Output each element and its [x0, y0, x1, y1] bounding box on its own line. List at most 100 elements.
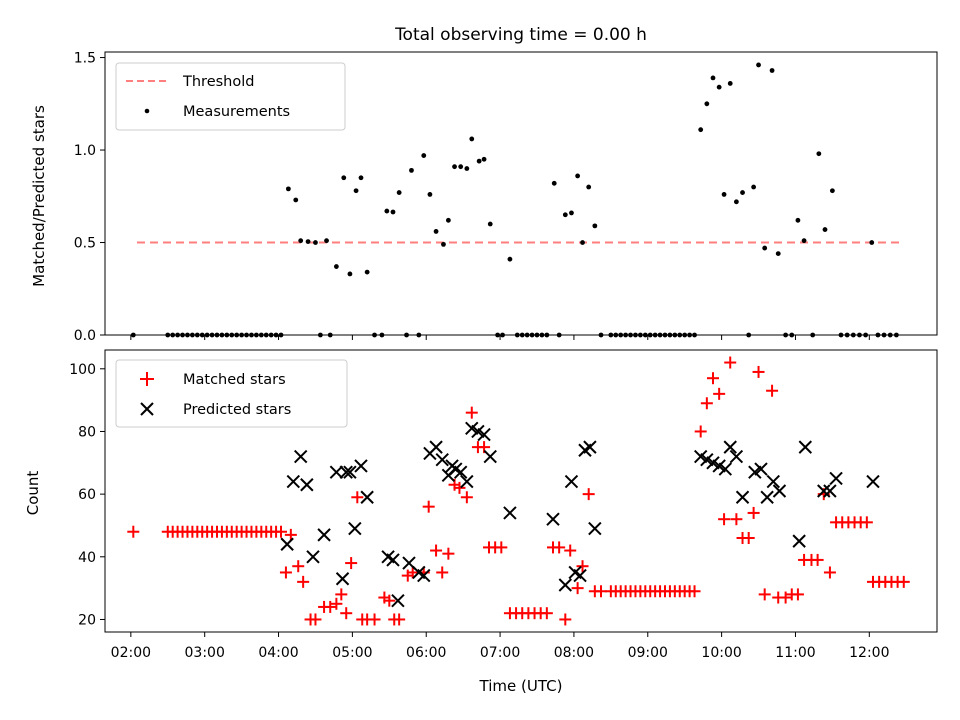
measurement-point: [409, 167, 414, 173]
matched-star-marker: [823, 566, 836, 579]
ratio-plot-area: 0.0 0.5 1.0 1.5: [74, 51, 938, 344]
matched-star-marker: [730, 513, 743, 526]
predicted-legend-label: Predicted stars: [183, 402, 291, 418]
matched-star-marker: [571, 582, 584, 595]
matched-star-marker: [351, 491, 364, 504]
count-x-tick-label: 08:00: [554, 645, 594, 661]
measurement-point: [751, 184, 757, 190]
matched-star-marker: [335, 588, 348, 601]
measurement-point: [353, 188, 359, 194]
measurement-point: [580, 240, 585, 245]
measurement-point: [333, 264, 339, 269]
predicted-star-marker: [335, 572, 350, 586]
measurement-point: [762, 245, 768, 251]
measurement-point: [586, 184, 592, 190]
predicted-star-marker: [760, 490, 774, 504]
predicted-star-marker: [866, 474, 880, 489]
matched-star-marker: [345, 557, 358, 570]
count-y-tick-label: 20: [78, 612, 96, 628]
measurement-point: [816, 151, 822, 157]
predicted-star-marker: [558, 578, 573, 592]
count-x-tick-label: 05:00: [332, 645, 372, 661]
count-y-axis-label: Count: [24, 471, 42, 516]
measurement-point: [469, 136, 475, 142]
predicted-star-marker: [339, 465, 353, 479]
measurement-point: [740, 190, 745, 195]
predicted-star-marker: [817, 484, 831, 498]
measurement-point: [298, 238, 304, 244]
predicted-star-marker: [286, 474, 301, 489]
measurement-point: [716, 84, 722, 90]
predicted-star-marker: [823, 484, 837, 498]
measurement-point: [733, 199, 739, 205]
predicted-star-marker: [453, 465, 468, 479]
ratio-panel: Total observing time = 0.00 h 0.0 0.5 1.0 1…: [30, 25, 938, 344]
count-x-tick-label: 03:00: [185, 645, 225, 661]
measurement-point: [427, 192, 433, 197]
predicted-star-marker: [723, 440, 737, 454]
measurement-point: [341, 175, 347, 181]
count-x-tick-label: 02:00: [111, 645, 151, 661]
matched-star-marker: [860, 516, 873, 529]
matched-star-marker: [340, 607, 353, 620]
matched-star-marker: [564, 544, 577, 557]
matched-star-marker: [766, 384, 779, 397]
measurements-legend-label: Measurements: [183, 104, 290, 120]
matched-legend-label: Matched stars: [183, 372, 286, 388]
predicted-star-marker: [306, 550, 320, 564]
matched-star-marker: [383, 594, 396, 607]
ratio-legend: Threshold Measurements: [115, 62, 346, 131]
matched-star-marker: [297, 575, 310, 588]
measurement-point: [710, 75, 716, 81]
matched-star-marker: [559, 613, 572, 626]
ratio-y-axis-label: Matched/Predicted stars: [30, 105, 48, 287]
matched-star-marker: [430, 544, 443, 557]
matched-star-marker: [700, 397, 713, 410]
matched-star-marker: [688, 585, 701, 598]
matched-star-marker: [694, 425, 707, 438]
predicted-star-marker: [792, 534, 806, 548]
ratio-y-tick-label: 0.0: [74, 328, 96, 344]
measurement-point: [481, 156, 487, 162]
predicted-star-marker: [435, 452, 449, 467]
count-y-tick-label: 100: [69, 362, 96, 378]
measurement-point: [795, 217, 801, 223]
measurement-point: [358, 175, 364, 181]
predicted-legend-swatch: [140, 402, 154, 416]
predicted-star-marker: [772, 484, 787, 498]
predicted-star-marker: [583, 440, 597, 454]
measurement-point: [487, 221, 493, 227]
matched-star-marker: [127, 525, 140, 538]
count-x-tick-label: 07:00: [480, 645, 520, 661]
matched-star-marker: [292, 560, 305, 573]
matched-star-marker: [747, 506, 760, 519]
matched-star-marker: [742, 532, 755, 544]
matched-star-marker: [897, 575, 910, 588]
measurement-point: [801, 238, 807, 244]
measurement-point: [569, 210, 574, 216]
measurement-point: [293, 197, 299, 203]
measurement-point: [575, 173, 581, 179]
predicted-star-marker: [460, 474, 474, 489]
predicted-star-marker: [588, 521, 602, 536]
count-x-tick-label: 10:00: [701, 645, 741, 661]
predicted-star-marker: [391, 593, 405, 608]
measurement-point: [756, 62, 761, 68]
measurement-point: [464, 166, 470, 171]
matched-star-marker: [465, 406, 478, 419]
count-x-tick-label: 04:00: [258, 645, 298, 661]
predicted-star-marker: [386, 553, 400, 567]
measurement-point: [869, 240, 875, 245]
count-legend: Matched stars Predicted stars: [115, 359, 348, 428]
matched-star-marker: [406, 566, 419, 579]
predicted-star-marker: [343, 465, 357, 479]
measurement-point: [421, 153, 427, 158]
matched-star-marker: [724, 356, 737, 369]
matched-star-marker: [540, 607, 553, 620]
predicted-star-marker: [354, 459, 368, 473]
ratio-y-tick-label: 0.5: [74, 236, 96, 252]
measurement-point: [562, 212, 568, 218]
ratio-legend-box: [115, 62, 346, 131]
matched-star-marker: [553, 541, 566, 554]
